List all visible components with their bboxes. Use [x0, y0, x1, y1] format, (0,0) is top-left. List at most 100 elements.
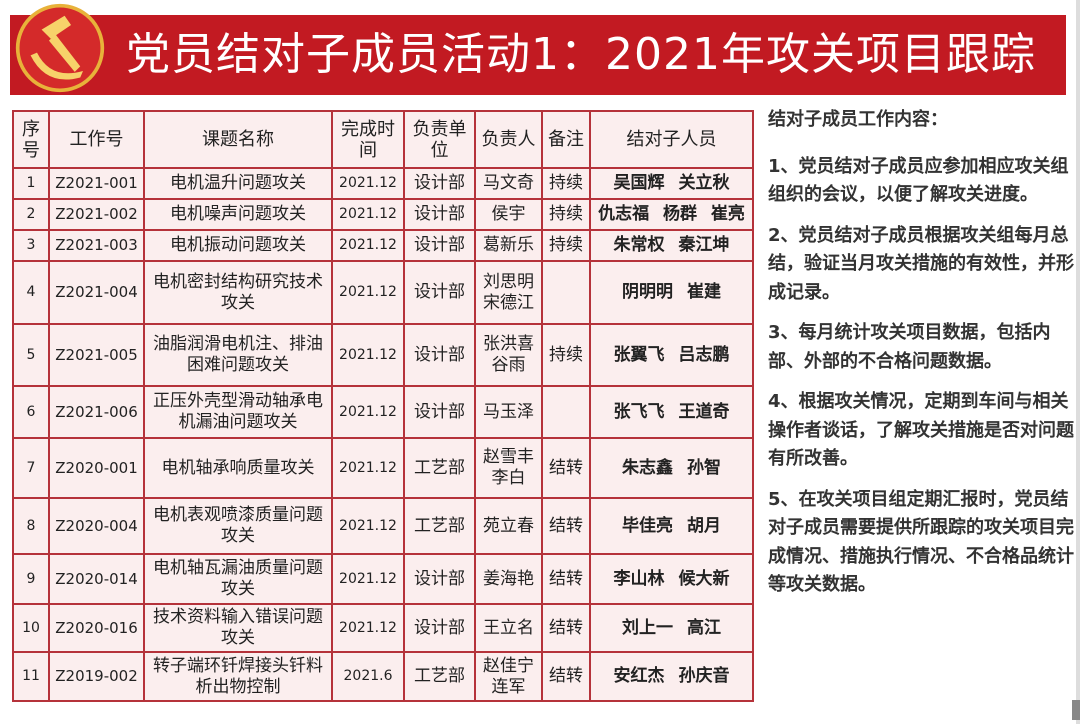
cell-topic: 转子端环钎焊接头钎料析出物控制 — [143, 651, 333, 702]
cell-finish-date: 2021.12 — [331, 323, 405, 387]
cell-owner: 马文奇 — [474, 167, 543, 200]
cell-pair-members: 李山林 候大新 — [589, 553, 754, 605]
cell-department: 设计部 — [403, 198, 476, 231]
work-content-panel: 结对子成员工作内容： 1、党员结对子成员应参加相应攻关组组织的会议，以便了解攻关… — [768, 106, 1074, 612]
cell-finish-date: 2021.12 — [331, 437, 405, 499]
cell-work-no: Z2020-004 — [48, 497, 145, 555]
cell-index: 6 — [12, 385, 50, 439]
cell-pair-members: 仇志福 杨群 崔亮 — [589, 198, 754, 231]
table-row: 10 Z2020-016 技术资料输入错误问题攻关 2021.12 设计部 王立名 结转 刘上… — [12, 603, 754, 653]
header-owner: 负责人 — [474, 110, 543, 169]
project-tracking-table: 序号 工作号 课题名称 完成时间 负责单位 负责人 备注 结对子人员 1 Z2021-001 电机… — [12, 110, 754, 702]
cell-remark: 结转 — [541, 603, 591, 653]
cell-owner: 张洪喜谷雨 — [474, 323, 543, 387]
cell-owner: 苑立春 — [474, 497, 543, 555]
cell-department: 工艺部 — [403, 651, 476, 702]
cell-work-no: Z2019-002 — [48, 651, 145, 702]
cell-pair-members: 张翼飞 吕志鹏 — [589, 323, 754, 387]
work-item: 1、党员结对子成员应参加相应攻关组组织的会议，以便了解攻关进度。 — [768, 155, 1069, 206]
cell-owner: 王立名 — [474, 603, 543, 653]
header-remark: 备注 — [541, 110, 591, 169]
table-row: 11 Z2019-002 转子端环钎焊接头钎料析出物控制 2021.6 工艺部 赵佳宁连军… — [12, 651, 754, 702]
cell-index: 5 — [12, 323, 50, 387]
cell-index: 1 — [12, 167, 50, 200]
cell-remark: 持续 — [541, 323, 591, 387]
cell-index: 7 — [12, 437, 50, 499]
cell-finish-date: 2021.12 — [331, 553, 405, 605]
cell-finish-date: 2021.12 — [331, 167, 405, 200]
cell-topic: 电机轴瓦漏油质量问题攻关 — [143, 553, 333, 605]
cell-topic: 电机表观喷漆质量问题攻关 — [143, 497, 333, 555]
header-index: 序号 — [12, 110, 50, 169]
table-row: 3 Z2021-003 电机振动问题攻关 2021.12 设计部 葛新乐 持续 朱常权 秦江坤 — [12, 229, 754, 262]
cell-topic: 电机振动问题攻关 — [143, 229, 333, 262]
cell-remark — [541, 260, 591, 325]
cell-finish-date: 2021.12 — [331, 229, 405, 262]
cell-owner: 刘思明宋德江 — [474, 260, 543, 325]
cell-pair-members: 张飞飞 王道奇 — [589, 385, 754, 439]
cell-finish-date: 2021.12 — [331, 497, 405, 555]
cell-owner: 姜海艳 — [474, 553, 543, 605]
cell-pair-members: 阴明明 崔建 — [589, 260, 754, 325]
header-work-no: 工作号 — [48, 110, 145, 169]
party-emblem-icon — [15, 3, 105, 93]
cell-work-no: Z2021-004 — [48, 260, 145, 325]
cell-remark: 结转 — [541, 553, 591, 605]
cell-index: 11 — [12, 651, 50, 702]
cell-topic: 电机噪声问题攻关 — [143, 198, 333, 231]
table-row: 6 Z2021-006 正压外壳型滑动轴承电机漏油问题攻关 2021.12 设计部 马玉泽… — [12, 385, 754, 439]
cell-topic: 正压外壳型滑动轴承电机漏油问题攻关 — [143, 385, 333, 439]
cell-department: 设计部 — [403, 603, 476, 653]
cell-work-no: Z2021-005 — [48, 323, 145, 387]
cell-index: 9 — [12, 553, 50, 605]
table-row: 8 Z2020-004 电机表观喷漆质量问题攻关 2021.12 工艺部 苑立春 结转 毕佳亮… — [12, 497, 754, 555]
work-item: 4、根据攻关情况，定期到车间与相关操作者谈话，了解攻关措施是否对问题有所改善。 — [768, 391, 1074, 469]
cell-owner: 赵佳宁连军 — [474, 651, 543, 702]
scrollbar[interactable] — [1072, 0, 1080, 724]
cell-department: 设计部 — [403, 229, 476, 262]
table-row: 2 Z2021-002 电机噪声问题攻关 2021.12 设计部 侯宇 持续 仇志福 杨群 崔… — [12, 198, 754, 231]
cell-remark: 结转 — [541, 437, 591, 499]
cell-pair-members: 刘上一 高江 — [589, 603, 754, 653]
work-item: 5、在攻关项目组定期汇报时，党员结对子成员需要提供所跟踪的攻关项目完成情况、措施… — [768, 488, 1074, 596]
cell-index: 3 — [12, 229, 50, 262]
table-row: 5 Z2021-005 油脂润滑电机注、排油困难问题攻关 2021.12 设计部 张洪喜谷… — [12, 323, 754, 387]
cell-topic: 电机温升问题攻关 — [143, 167, 333, 200]
cell-department: 设计部 — [403, 167, 476, 200]
cell-work-no: Z2021-002 — [48, 198, 145, 231]
cell-index: 4 — [12, 260, 50, 325]
table-row: 1 Z2021-001 电机温升问题攻关 2021.12 设计部 马文奇 持续 吴国辉 关立秋 — [12, 167, 754, 200]
header-topic: 课题名称 — [143, 110, 333, 169]
cell-topic: 技术资料输入错误问题攻关 — [143, 603, 333, 653]
table-header-row: 序号 工作号 课题名称 完成时间 负责单位 负责人 备注 结对子人员 — [12, 110, 754, 169]
work-item: 2、党员结对子成员根据攻关组每月总结，验证当月攻关措施的有效性，并形成记录。 — [768, 224, 1074, 303]
scrollbar-thumb[interactable] — [1072, 700, 1080, 720]
cell-topic: 油脂润滑电机注、排油困难问题攻关 — [143, 323, 333, 387]
cell-remark: 持续 — [541, 167, 591, 200]
cell-pair-members: 毕佳亮 胡月 — [589, 497, 754, 555]
cell-pair-members: 朱志鑫 孙智 — [589, 437, 754, 499]
cell-department: 设计部 — [403, 385, 476, 439]
cell-work-no: Z2021-001 — [48, 167, 145, 200]
cell-topic: 电机密封结构研究技术攻关 — [143, 260, 333, 325]
cell-department: 工艺部 — [403, 497, 476, 555]
table-row: 7 Z2020-001 电机轴承响质量攻关 2021.12 工艺部 赵雪丰李白 结转 朱志鑫 … — [12, 437, 754, 499]
cell-finish-date: 2021.12 — [331, 260, 405, 325]
work-item: 3、每月统计攻关项目数据，包括内部、外部的不合格问题数据。 — [768, 322, 1051, 372]
page-title: 党员结对子成员活动1：2021年攻关项目跟踪 — [126, 29, 1036, 80]
cell-finish-date: 2021.12 — [331, 385, 405, 439]
cell-department: 设计部 — [403, 323, 476, 387]
header-finish-date: 完成时间 — [331, 110, 405, 169]
title-banner: 党员结对子成员活动1：2021年攻关项目跟踪 — [10, 15, 1066, 95]
cell-owner: 马玉泽 — [474, 385, 543, 439]
cell-work-no: Z2020-016 — [48, 603, 145, 653]
cell-topic: 电机轴承响质量攻关 — [143, 437, 333, 499]
cell-work-no: Z2020-001 — [48, 437, 145, 499]
cell-remark: 持续 — [541, 198, 591, 231]
cell-finish-date: 2021.12 — [331, 603, 405, 653]
cell-remark — [541, 385, 591, 439]
cell-pair-members: 吴国辉 关立秋 — [589, 167, 754, 200]
cell-work-no: Z2021-006 — [48, 385, 145, 439]
cell-work-no: Z2020-014 — [48, 553, 145, 605]
cell-remark: 结转 — [541, 651, 591, 702]
